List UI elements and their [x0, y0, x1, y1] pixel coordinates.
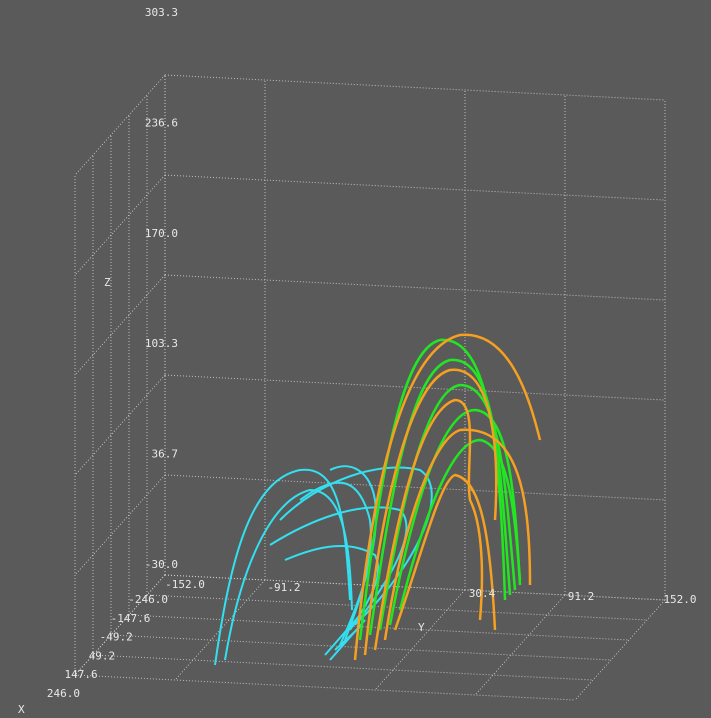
- x-tick-label: -147.6: [111, 612, 151, 625]
- z-tick-label: 303.3: [145, 6, 178, 19]
- x-tick-label: 246.0: [47, 687, 80, 700]
- field-line: [388, 408, 522, 626]
- field-line: [358, 338, 507, 641]
- field-line: [284, 544, 380, 631]
- grid: [74, 74, 666, 701]
- x-axis-label: X: [18, 703, 25, 716]
- z-axis-label: Z: [104, 276, 111, 289]
- grid-line: [164, 474, 666, 501]
- field-lines: [214, 333, 542, 666]
- z-tick-label: 170.0: [145, 227, 178, 240]
- y-tick-label: 152.0: [663, 593, 696, 606]
- y-tick-label: 91.2: [568, 590, 595, 603]
- y-axis-label: Y: [418, 621, 425, 634]
- y-tick-label: -91.2: [267, 581, 300, 594]
- grid-line: [164, 74, 666, 101]
- z-tick-label: -30.0: [145, 558, 178, 571]
- z-tick-label: 236.6: [145, 116, 178, 129]
- field-line: [279, 466, 433, 621]
- field-line: [224, 488, 353, 661]
- field-line: [368, 358, 512, 636]
- x-tick-label: -49.2: [100, 631, 133, 644]
- x-tick-label: -246.0: [128, 593, 168, 606]
- field-line: [393, 473, 497, 631]
- field-line: [383, 428, 532, 641]
- field-line: [353, 333, 542, 661]
- grid-line: [164, 574, 666, 601]
- grid-line: [164, 374, 666, 401]
- grid-line: [128, 614, 630, 641]
- field-line: [398, 438, 522, 611]
- grid-line: [110, 634, 612, 661]
- field-line: [269, 506, 408, 626]
- grid-line: [92, 654, 594, 681]
- grid-line: [74, 674, 576, 701]
- x-tick-label: 147.6: [64, 668, 97, 681]
- z-tick-label: 36.7: [152, 448, 179, 461]
- y-tick-label: -152.0: [165, 578, 205, 591]
- x-tick-label: 49.2: [89, 649, 116, 662]
- grid-line: [164, 174, 666, 201]
- grid-line: [164, 274, 666, 301]
- y-tick-label: 30.4: [469, 587, 496, 600]
- z-tick-label: 103.3: [145, 337, 178, 350]
- grid-line: [146, 594, 648, 621]
- field-line: [363, 368, 498, 656]
- field-line: [373, 398, 484, 651]
- field-line: [378, 383, 517, 631]
